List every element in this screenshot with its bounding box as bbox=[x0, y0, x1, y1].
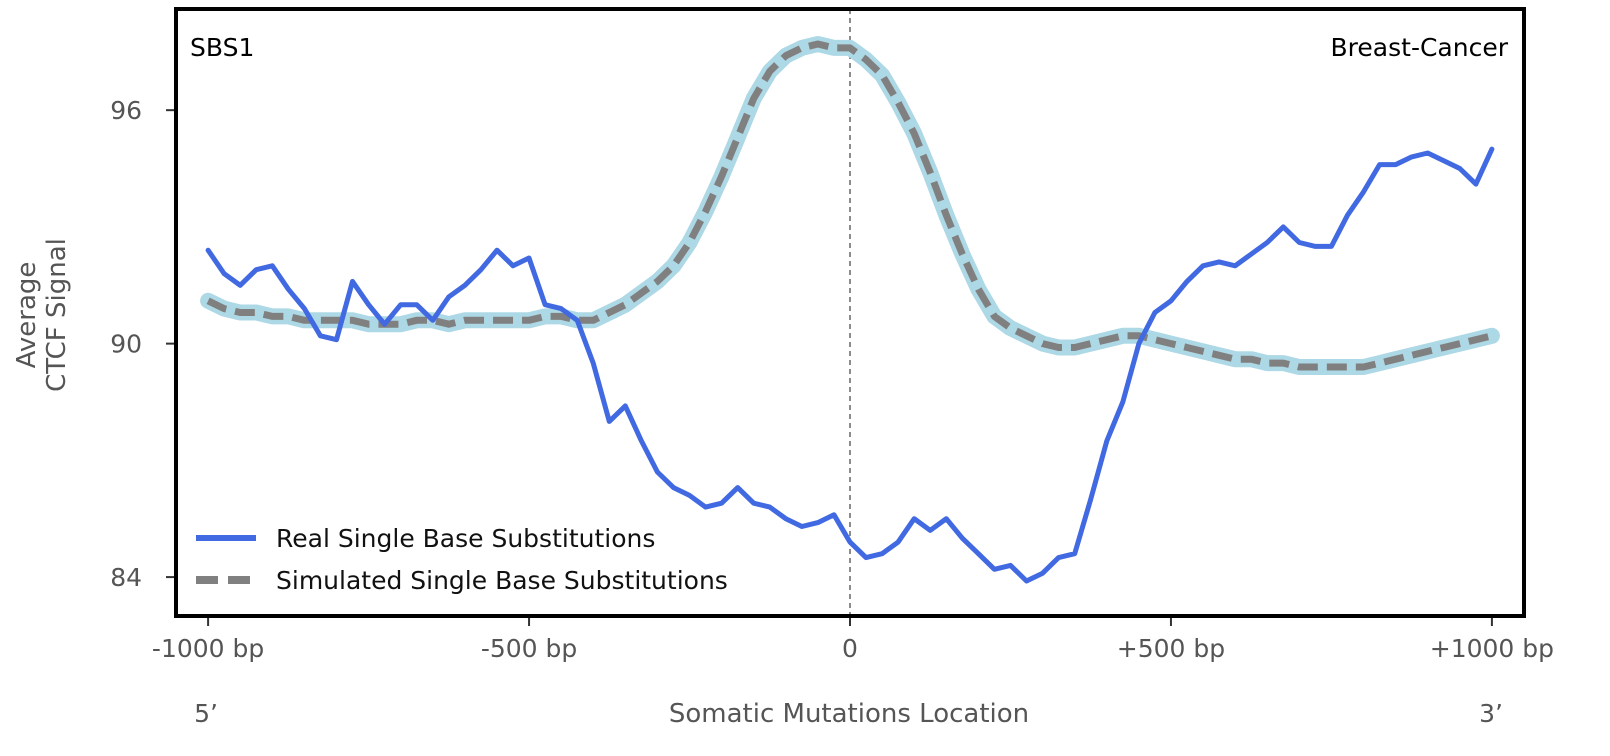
plot-area bbox=[200, 9, 1500, 616]
x-tick-label: -500 bp bbox=[481, 634, 577, 663]
x-axis-title: Somatic Mutations Location bbox=[669, 699, 1029, 729]
y-axis-title-line-1: Average bbox=[12, 262, 42, 369]
simulated-series-line bbox=[206, 40, 1493, 371]
y-tick-label: 84 bbox=[110, 563, 142, 592]
top-left-label: SBS1 bbox=[190, 33, 254, 62]
y-tick-label: 90 bbox=[110, 330, 142, 359]
x-tick-label: +500 bp bbox=[1117, 634, 1225, 663]
x-end-label-left: 5’ bbox=[194, 699, 218, 728]
x-tick-label: -1000 bp bbox=[152, 634, 264, 663]
legend-real-label: Real Single Base Substitutions bbox=[276, 524, 655, 553]
y-tick-label: 96 bbox=[110, 96, 142, 125]
y-axis-title: Average CTCF Signal bbox=[12, 238, 72, 392]
x-tick-label: +1000 bp bbox=[1430, 634, 1554, 663]
y-axis-title-line-2: CTCF Signal bbox=[42, 238, 72, 392]
x-tick-label: 0 bbox=[842, 634, 858, 663]
legend-simulated-label: Simulated Single Base Substitutions bbox=[276, 566, 728, 595]
axes: -1000 bp -500 bp 0 +500 bp +1000 bp 84 90 96 bbox=[110, 96, 1554, 663]
x-end-label-right: 3’ bbox=[1479, 699, 1503, 728]
plot-frame bbox=[174, 7, 1526, 618]
legend: Real Single Base Substitutions Simulated… bbox=[196, 524, 728, 595]
top-right-label: Breast-Cancer bbox=[1331, 33, 1509, 62]
real-series-line bbox=[205, 146, 1495, 584]
